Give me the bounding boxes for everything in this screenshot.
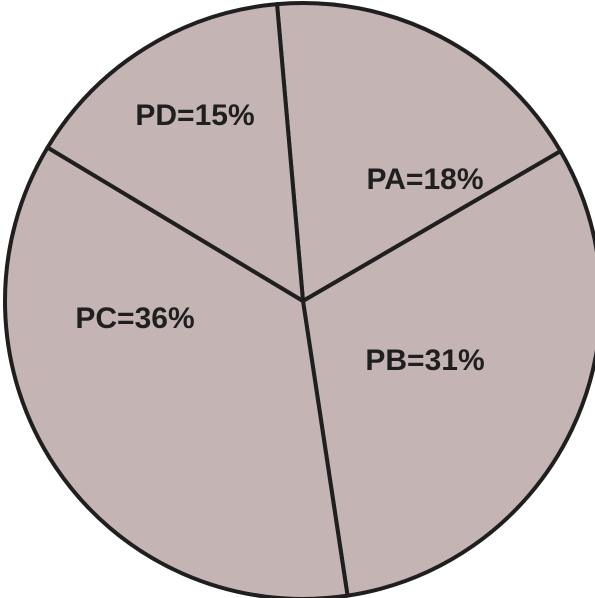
pie-slice-pb (301, 149, 595, 598)
pie-slice-pa (275, 1, 563, 303)
pie-slice-pc (3, 145, 350, 598)
pie-slices (3, 1, 595, 598)
pie-label-pb: PB=31% (365, 344, 484, 377)
pie-label-pa: PA=18% (366, 163, 483, 196)
pie-slice-pd (45, 2, 305, 303)
pie-label-pd: PD=15% (135, 99, 254, 132)
pie-label-pc: PC=36% (75, 302, 194, 335)
pie-labels: PA=18% PB=31% PC=36% PD=15% (75, 99, 484, 377)
